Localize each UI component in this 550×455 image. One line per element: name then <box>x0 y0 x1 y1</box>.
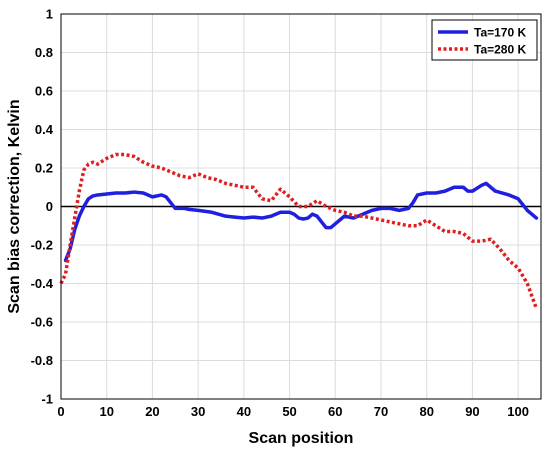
y-tick-label: -1 <box>41 392 53 407</box>
series-line-ta-280k <box>59 152 539 310</box>
y-tick-label: -0.6 <box>31 315 53 330</box>
legend-box <box>431 19 538 61</box>
series-line-ta-170k <box>63 181 539 263</box>
y-tick-label: 1 <box>46 7 53 22</box>
y-tick-label: -0.2 <box>31 238 53 253</box>
x-axis-title: Scan position <box>249 430 354 447</box>
x-tick-label: 30 <box>191 404 205 419</box>
x-tick-labels: 0 10 20 30 40 50 60 70 80 90 100 <box>57 404 529 419</box>
y-tick-label: 0.2 <box>35 161 53 176</box>
y-tick-label: -0.8 <box>31 353 53 368</box>
x-tick-label: 0 <box>57 404 64 419</box>
x-tick-label: 90 <box>465 404 479 419</box>
y-tick-label: 0.8 <box>35 45 53 60</box>
y-tick-label: 0 <box>46 199 53 214</box>
series-group <box>59 152 539 310</box>
y-tick-label: -0.4 <box>31 276 54 291</box>
y-axis-title: Scan bias correction, Kelvin <box>6 99 23 313</box>
legend-label: Ta=170 K <box>474 26 526 40</box>
y-tick-label: 0.4 <box>35 122 54 137</box>
x-tick-label: 60 <box>328 404 342 419</box>
y-tick-labels: -1 -0.8 -0.6 -0.4 -0.2 0 0.2 0.4 0.6 0.8 1 <box>31 7 54 407</box>
x-tick-label: 70 <box>374 404 388 419</box>
legend: Ta=170 K Ta=280 K <box>431 19 538 61</box>
y-tick-label: 0.6 <box>35 84 53 99</box>
x-tick-label: 40 <box>237 404 251 419</box>
x-tick-label: 80 <box>419 404 433 419</box>
x-tick-label: 50 <box>282 404 296 419</box>
plot-area-frame <box>60 13 542 400</box>
x-tick-label: 10 <box>99 404 113 419</box>
legend-label: Ta=280 K <box>474 43 526 57</box>
x-tick-label: 100 <box>507 404 529 419</box>
x-tick-label: 20 <box>145 404 159 419</box>
